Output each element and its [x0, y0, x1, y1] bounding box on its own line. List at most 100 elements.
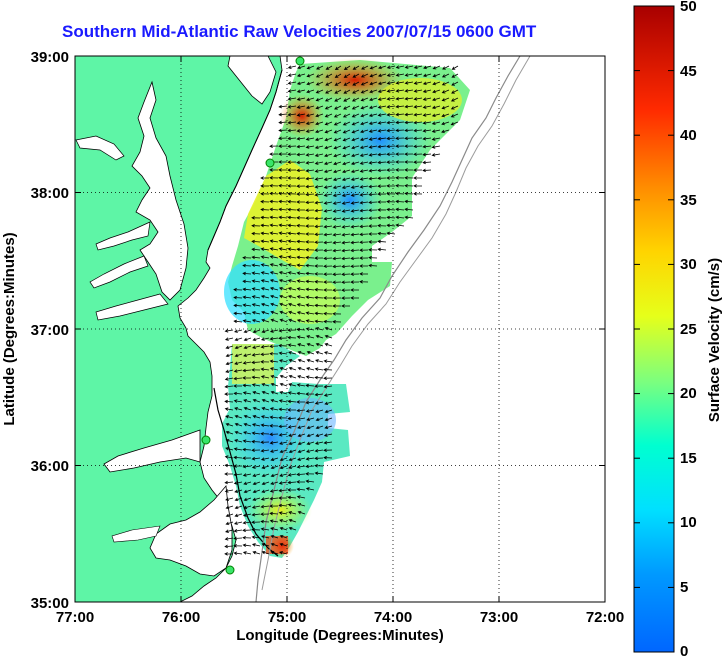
velocity-arrow — [225, 353, 234, 358]
velocity-arrow — [323, 256, 333, 261]
velocity-arrow — [242, 361, 252, 365]
velocity-arrow — [323, 440, 333, 445]
velocity-arrow — [260, 423, 270, 428]
velocity-arrow — [404, 65, 414, 69]
velocity-arrow — [314, 185, 324, 189]
velocity-arrow — [323, 232, 333, 237]
velocity-arrow — [324, 121, 333, 126]
velocity-arrow — [395, 183, 405, 188]
velocity-arrow — [422, 73, 432, 78]
velocity-arrow — [324, 97, 333, 102]
velocity-arrow — [305, 311, 315, 315]
velocity-arrow — [251, 505, 261, 509]
velocity-arrow — [243, 414, 252, 419]
velocity-arrow — [314, 272, 324, 276]
velocity-arrow — [323, 319, 333, 324]
velocity-arrow — [305, 137, 315, 141]
velocity-arrow — [287, 247, 297, 251]
velocity-arrow — [341, 177, 351, 182]
velocity-arrow — [287, 89, 297, 93]
velocity-arrow — [422, 89, 432, 93]
velocity-arrow — [352, 89, 360, 94]
velocity-arrow — [269, 176, 279, 180]
velocity-arrow — [297, 457, 306, 461]
velocity-arrow — [422, 129, 432, 133]
velocity-arrow — [314, 449, 324, 453]
velocity-arrow — [287, 112, 297, 117]
velocity-arrow — [314, 280, 324, 284]
chart-title: Southern Mid-Atlantic Raw Velocities 200… — [62, 22, 537, 41]
velocity-arrow — [332, 320, 342, 324]
velocity-arrow — [324, 401, 333, 406]
velocity-arrow — [233, 481, 243, 485]
velocity-arrow — [395, 128, 405, 133]
velocity-arrow — [404, 144, 414, 148]
velocity-arrow — [251, 520, 261, 525]
velocity-arrow — [343, 97, 351, 102]
velocity-arrow — [350, 272, 360, 276]
velocity-arrow — [395, 73, 405, 77]
velocity-arrow — [451, 81, 459, 86]
velocity-arrow — [314, 145, 324, 150]
velocity-arrow — [350, 185, 360, 189]
velocity-arrow — [441, 129, 450, 134]
velocity-arrow — [377, 208, 387, 212]
velocity-arrow — [287, 279, 297, 283]
velocity-arrow — [351, 105, 360, 110]
velocity-arrow — [269, 263, 279, 267]
velocity-arrow — [251, 423, 261, 427]
velocity-arrow — [252, 406, 261, 411]
velocity-arrow — [233, 544, 243, 548]
velocity-arrow — [260, 440, 270, 445]
velocity-arrow — [305, 263, 315, 268]
velocity-arrow — [288, 358, 297, 363]
velocity-arrow — [368, 263, 378, 268]
velocity-arrow — [451, 89, 459, 94]
velocity-arrow — [279, 390, 288, 395]
velocity-arrow — [305, 303, 315, 307]
velocity-arrow — [278, 160, 288, 164]
velocity-arrow — [404, 73, 414, 77]
velocity-arrow — [368, 224, 378, 228]
velocity-arrow — [234, 439, 243, 443]
velocity-arrow — [296, 480, 306, 484]
velocity-arrow — [287, 152, 297, 157]
velocity-arrow — [324, 425, 333, 430]
velocity-arrow — [287, 287, 297, 291]
velocity-arrow — [350, 161, 360, 166]
velocity-arrow — [296, 408, 306, 413]
velocity-arrow — [369, 97, 378, 102]
velocity-arrow — [413, 144, 423, 149]
velocity-arrow — [270, 294, 279, 299]
velocity-arrow — [332, 177, 342, 182]
velocity-arrow — [260, 512, 270, 516]
upper-bay-tributary — [75, 135, 125, 161]
velocity-arrow — [314, 287, 324, 292]
velocity-arrow — [350, 217, 360, 221]
velocity-arrow — [395, 223, 405, 228]
velocity-arrow — [324, 137, 333, 142]
velocity-arrow — [234, 361, 243, 365]
velocity-arrow — [269, 329, 279, 333]
velocity-arrow — [305, 240, 315, 244]
velocity-arrow — [260, 519, 270, 524]
velocity-arrow — [377, 136, 387, 141]
x-tick-label: 74:00 — [374, 609, 412, 626]
velocity-arrow — [432, 81, 441, 86]
rappahannock-river — [89, 255, 149, 289]
velocity-arrow — [297, 510, 306, 515]
velocity-arrow — [431, 153, 441, 157]
colorbar-tick-label: 10 — [680, 514, 697, 531]
velocity-arrow — [395, 168, 405, 172]
velocity-arrow — [314, 303, 324, 308]
velocity-arrow — [296, 200, 306, 204]
velocity-arrow — [269, 511, 279, 516]
velocity-arrow — [288, 441, 297, 446]
velocity-arrow — [368, 240, 378, 244]
velocity-arrow — [351, 129, 360, 134]
velocity-arrow — [287, 416, 297, 421]
velocity-arrow — [360, 89, 369, 94]
velocity-arrow — [315, 113, 324, 118]
velocity-arrow — [386, 184, 396, 188]
